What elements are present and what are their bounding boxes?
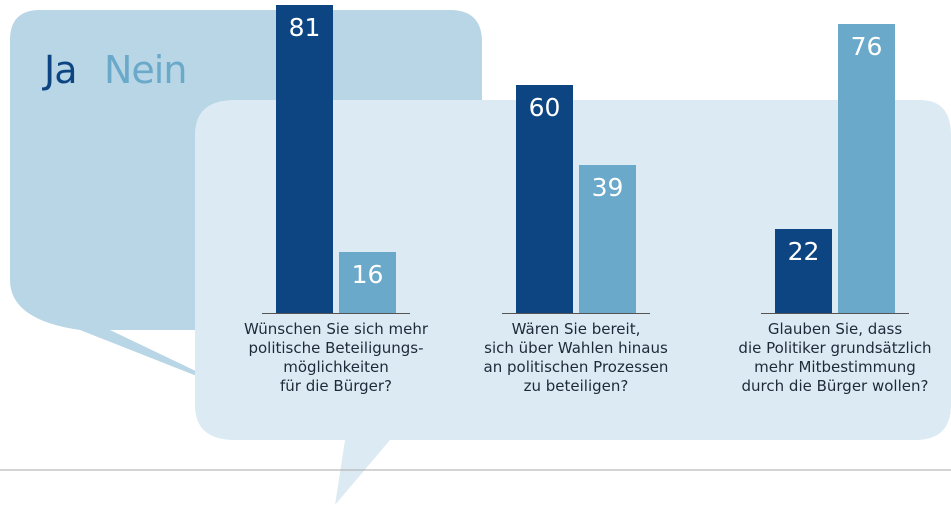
bar [579, 164, 636, 313]
category-label: Glauben Sie, dass die Politiker grundsät… [738, 320, 932, 395]
value-label: 76 [850, 32, 883, 62]
category-label: Wünschen Sie sich mehr politische Beteil… [243, 320, 429, 395]
legend-ja: Ja [44, 48, 77, 92]
bar [339, 252, 396, 313]
category-label: Wären Sie bereit, sich über Wahlen hinau… [483, 320, 669, 395]
bar [276, 5, 333, 313]
baseline [761, 313, 909, 314]
value-label: 60 [528, 93, 561, 122]
bar [516, 85, 573, 313]
value-label: 16 [351, 260, 384, 290]
speech-bubble-light [195, 100, 951, 505]
legend-nein: Nein [104, 48, 187, 92]
baseline [502, 313, 650, 314]
value-label: 39 [591, 172, 624, 202]
bar [775, 229, 832, 313]
baseline [262, 313, 410, 314]
value-label: 22 [787, 237, 820, 267]
bar [838, 24, 895, 313]
value-label: 81 [288, 13, 321, 43]
